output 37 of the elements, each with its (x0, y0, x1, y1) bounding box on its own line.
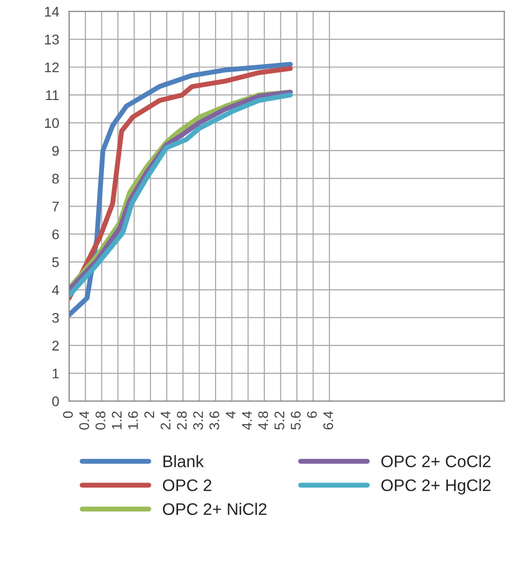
y-tick-label: 6 (52, 229, 59, 240)
x-tick-label: 0.8 (96, 411, 106, 430)
x-tick-label: 4 (226, 411, 236, 418)
x-tick-label: 1.6 (128, 411, 138, 430)
x-tick-label: 0.4 (79, 411, 90, 430)
x-tick-label: 2 (144, 412, 154, 418)
legend-label: OPC 2 (162, 479, 212, 492)
x-tick-label: 2.4 (160, 411, 170, 430)
x-tick-label: 3.2 (193, 412, 203, 430)
x-tick-label: 2.8 (176, 411, 187, 430)
y-tick-label: 10 (45, 118, 59, 128)
y-tick-label: 7 (52, 202, 59, 212)
y-tick-label: 4 (52, 285, 59, 295)
x-tick-label: 4.8 (258, 411, 268, 430)
legend-label: OPC 2+ HgCl2 (381, 478, 490, 494)
y-tick-label: 2 (52, 340, 59, 350)
y-tick-label: 8 (52, 174, 59, 184)
y-tick-label: 9 (52, 146, 59, 156)
y-tick-label: 0 (52, 396, 59, 406)
y-tick-label: 12 (45, 62, 59, 72)
x-tick-label: 1.2 (112, 412, 122, 430)
y-tick-label: 11 (46, 90, 59, 100)
y-tick-label: 3 (52, 312, 59, 323)
y-tick-label: 14 (45, 6, 59, 16)
legend-label: OPC 2+ NiCl2 (162, 502, 266, 516)
y-tick-label: 13 (45, 34, 59, 44)
legend-label: OPC 2+ CoCl2 (381, 455, 490, 468)
x-tick-label: 0 (63, 411, 73, 418)
x-tick-label: 5.6 (290, 411, 301, 430)
x-tick-label: 4.4 (242, 411, 252, 430)
y-tick-label: 5 (52, 257, 59, 268)
x-tick-label: 5.2 (274, 412, 284, 430)
x-tick-label: 6.4 (323, 411, 334, 430)
legend-label: Blank (164, 455, 204, 468)
y-tick-label: 1 (52, 368, 59, 378)
x-tick-label: 3.6 (209, 411, 220, 430)
x-tick-label: 6 (307, 411, 317, 418)
